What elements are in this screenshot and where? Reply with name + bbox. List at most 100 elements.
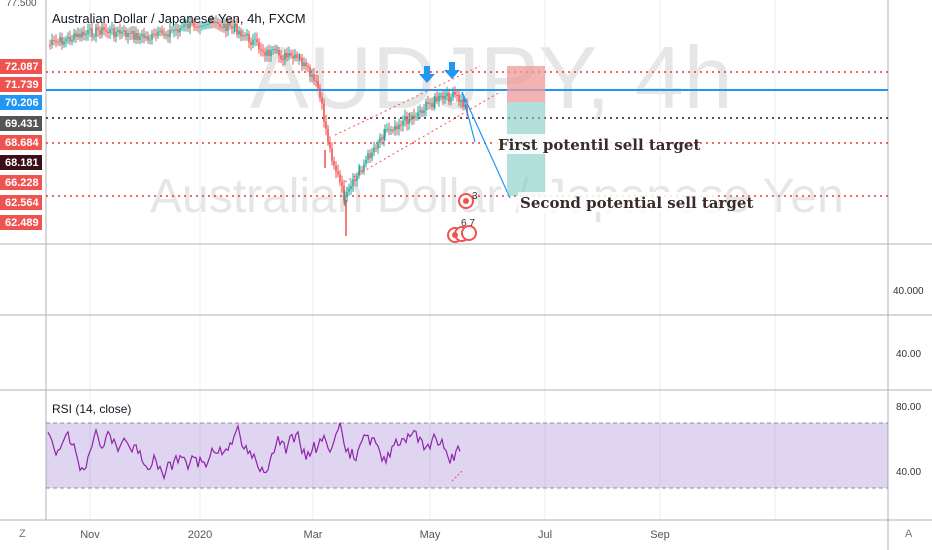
candle-body (456, 94, 458, 96)
candle-body (133, 30, 135, 40)
price-label-badge (0, 155, 42, 170)
price-scale: 72.087 71.739 70.206 69.431 68.684 68.181 66.2… (0, 59, 42, 230)
candle-body (67, 37, 69, 39)
candle-body (59, 37, 61, 43)
rising-wedge[interactable] (334, 65, 501, 183)
candle-body (201, 25, 203, 27)
candle-body (215, 21, 217, 23)
candle-body (325, 121, 327, 129)
second-target-label[interactable]: Second potential sell target (520, 194, 753, 212)
candle-body (335, 165, 337, 172)
candle-body (296, 54, 298, 58)
candle-body (173, 30, 175, 32)
candle-body (452, 91, 454, 97)
candle-body (115, 32, 117, 38)
candle-body (95, 27, 97, 37)
candle-body (404, 116, 406, 121)
candle-body (460, 99, 462, 102)
event-cluster-icon[interactable]: 6 7 (447, 218, 477, 243)
candle-body (189, 21, 191, 29)
candle-body (246, 33, 248, 36)
candle-body (440, 95, 442, 97)
candle-body (256, 39, 258, 43)
candle-body (137, 33, 139, 40)
candle-body (299, 57, 301, 59)
risk-zone[interactable] (507, 66, 545, 102)
candle-body (147, 36, 149, 41)
candle-body (223, 23, 225, 29)
candle-body (450, 96, 452, 102)
candle-body (167, 34, 169, 37)
candle-body (231, 25, 233, 29)
candle-body (383, 135, 385, 140)
candle-body (55, 40, 57, 43)
candle-body (153, 33, 155, 35)
candle-body (396, 125, 398, 130)
candle-body (179, 27, 181, 33)
candle-body (352, 179, 354, 187)
candle-body (350, 186, 352, 189)
candle-body (356, 175, 358, 182)
candle-body (111, 28, 113, 30)
candle-body (195, 26, 197, 28)
candle-body (183, 24, 185, 28)
candle-body (264, 52, 266, 56)
candle-body (394, 125, 396, 131)
price-label-badge (0, 59, 42, 74)
candle-body (288, 53, 290, 57)
candle-body (171, 29, 173, 31)
candle-body (448, 92, 450, 102)
candle-body (101, 27, 103, 35)
candle-body (268, 49, 270, 57)
price-label: 70.206 (5, 97, 39, 109)
candle-body (127, 32, 129, 37)
candle-body (375, 147, 377, 149)
auto-scale-button[interactable]: A (905, 528, 913, 540)
candle-body (79, 33, 81, 38)
candle-body (149, 39, 151, 41)
candle-body (57, 42, 59, 44)
candle-body (161, 30, 163, 34)
candle-body (211, 18, 213, 23)
candle-body (315, 80, 317, 82)
event-badge-icon[interactable]: 3 (458, 191, 478, 209)
candle-body (321, 97, 323, 104)
candle-body (49, 44, 51, 46)
candle-body (290, 53, 292, 56)
rsi-label[interactable]: RSI (14, close) (52, 402, 131, 416)
time-axis-tick: May (420, 529, 441, 541)
candle-body (367, 153, 369, 160)
symbol-title[interactable]: Australian Dollar / Japanese Yen, 4h, FX… (52, 11, 306, 26)
candle-body (411, 115, 413, 120)
candle-body (129, 32, 131, 34)
candle-body (292, 55, 294, 59)
candle-body (75, 33, 77, 37)
event-cluster-count: 6 7 (461, 218, 475, 229)
rsi-band (46, 423, 888, 488)
price-label: 68.684 (5, 137, 40, 149)
candle-body (348, 188, 350, 192)
candle-body (99, 30, 101, 35)
candle-body (51, 40, 53, 46)
pane3-axis-label: 40.00 (896, 349, 921, 360)
candle-body (61, 37, 63, 45)
candle-body (402, 120, 404, 126)
candle-body (276, 49, 278, 51)
time-axis[interactable]: Nov 2020 Mar May Jul Sep (80, 529, 670, 541)
candle-body (462, 99, 464, 108)
projection-lines[interactable] (461, 91, 511, 199)
candle-body (427, 101, 429, 104)
candle-body (234, 23, 236, 28)
candle-body (209, 18, 211, 24)
candle-body (365, 159, 367, 164)
auto-scale-button-left[interactable]: Z (19, 528, 26, 540)
candle-body (434, 96, 436, 103)
time-axis-tick: Jul (538, 529, 552, 541)
candle-body (358, 170, 360, 176)
first-target-label[interactable]: First potentil sell target (498, 136, 700, 154)
candle-body (139, 36, 141, 40)
time-axis-tick: 2020 (188, 529, 212, 541)
candle-body (107, 31, 109, 33)
